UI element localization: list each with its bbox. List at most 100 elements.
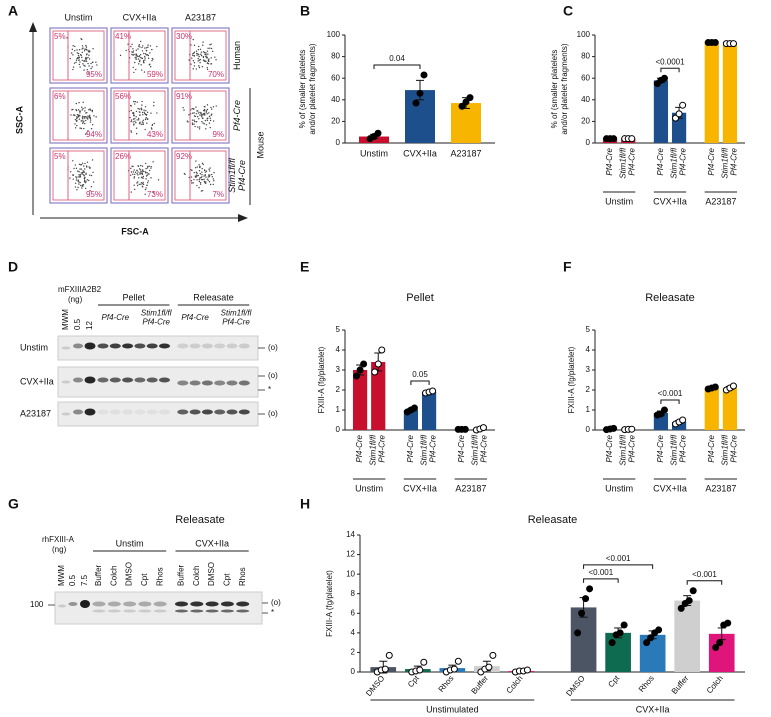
- gate-percent: 5%: [54, 32, 66, 41]
- blot-band: [220, 601, 234, 607]
- blot-band: [214, 380, 226, 386]
- event-dot: [201, 66, 204, 68]
- event-dot: [198, 180, 201, 183]
- data-point: [466, 94, 474, 102]
- y-tick-label: 80: [581, 52, 590, 61]
- event-dot: [210, 57, 212, 59]
- event-dot: [141, 50, 144, 52]
- bar: [352, 370, 368, 430]
- event-dot: [133, 124, 135, 126]
- gate-percent: 56%: [115, 92, 131, 101]
- event-dot: [195, 106, 197, 108]
- bar: [570, 607, 597, 672]
- event-dot: [141, 183, 144, 185]
- data-point: [353, 372, 361, 380]
- event-dot: [132, 165, 134, 168]
- event-dot: [127, 43, 129, 45]
- event-dot: [86, 49, 88, 51]
- data-point: [356, 366, 364, 374]
- event-dot: [193, 108, 195, 110]
- event-dot: [201, 178, 204, 181]
- event-dot: [83, 60, 85, 62]
- event-dot: [156, 45, 158, 48]
- event-dot: [195, 113, 198, 115]
- data-point: [712, 644, 720, 652]
- row-label: Stim1fl/flPf4-Cre: [227, 157, 247, 193]
- event-dot: [205, 176, 207, 178]
- y-tick-label: 4: [351, 628, 356, 637]
- event-dot: [82, 108, 84, 110]
- event-dot: [144, 171, 147, 173]
- event-dot: [207, 53, 209, 55]
- event-dot: [143, 52, 145, 55]
- group-label: A23187: [455, 483, 486, 493]
- event-dot: [134, 120, 136, 122]
- event-dot: [206, 57, 209, 59]
- y-tick-label: 1: [586, 405, 591, 414]
- event-dot: [198, 55, 200, 58]
- blot-band: [138, 609, 152, 613]
- data-point: [716, 639, 724, 647]
- event-dot: [133, 100, 135, 103]
- event-dot: [192, 112, 194, 114]
- event-dot: [78, 118, 81, 120]
- event-dot: [150, 127, 153, 129]
- y-tick-label: 80: [331, 52, 340, 61]
- event-dot: [133, 169, 135, 171]
- event-dot: [150, 112, 152, 114]
- event-dot: [136, 101, 138, 103]
- data-point: [381, 665, 389, 673]
- gate-percent: 95%: [86, 70, 102, 79]
- event-dot: [211, 176, 214, 178]
- event-dot: [132, 48, 134, 50]
- event-dot: [190, 63, 192, 65]
- event-dot: [130, 120, 132, 123]
- event-dot: [136, 55, 139, 57]
- event-dot: [76, 49, 78, 51]
- event-dot: [203, 112, 206, 115]
- blot-band: [134, 343, 146, 349]
- event-dot: [205, 170, 208, 172]
- event-dot: [142, 61, 145, 64]
- blot-band: [61, 380, 71, 384]
- y-tick-label: 60: [331, 73, 340, 82]
- data-point: [610, 424, 618, 432]
- event-dot: [82, 63, 84, 65]
- data-point: [461, 425, 469, 433]
- event-dot: [78, 56, 81, 58]
- event-dot: [72, 68, 74, 71]
- section-label: CVX+IIa: [195, 538, 229, 548]
- event-dot: [199, 165, 201, 167]
- x-tick-label: Buffer: [670, 674, 691, 696]
- blot-band: [146, 409, 158, 415]
- column-header: CVX+IIa: [123, 12, 157, 22]
- event-dot: [141, 171, 144, 173]
- event-dot: [198, 66, 201, 69]
- event-dot: [92, 181, 95, 183]
- blot-band: [58, 604, 66, 608]
- comparison-bracket: [373, 64, 421, 69]
- data-point: [479, 424, 487, 432]
- gate: [128, 90, 166, 141]
- treatment-label: Colch: [192, 566, 201, 586]
- event-dot: [88, 109, 90, 111]
- event-dot: [85, 172, 87, 175]
- event-dot: [80, 163, 83, 166]
- treatment-label: Colch: [109, 566, 118, 586]
- event-dot: [130, 105, 132, 107]
- y-tick-label: 0: [586, 138, 591, 147]
- event-dot: [142, 175, 145, 178]
- event-dot: [140, 56, 142, 59]
- event-dot: [92, 61, 94, 63]
- event-dot: [84, 176, 86, 179]
- blot-band: [159, 377, 170, 383]
- chart-title: Pellet: [406, 292, 434, 304]
- data-point: [374, 129, 382, 137]
- event-dot: [88, 51, 90, 53]
- event-dot: [138, 45, 140, 47]
- x-tick-label: Pf4-Cre: [605, 434, 614, 462]
- gate: [67, 90, 105, 141]
- event-dot: [81, 106, 83, 108]
- data-point: [675, 110, 683, 118]
- band-marker: *: [271, 608, 274, 617]
